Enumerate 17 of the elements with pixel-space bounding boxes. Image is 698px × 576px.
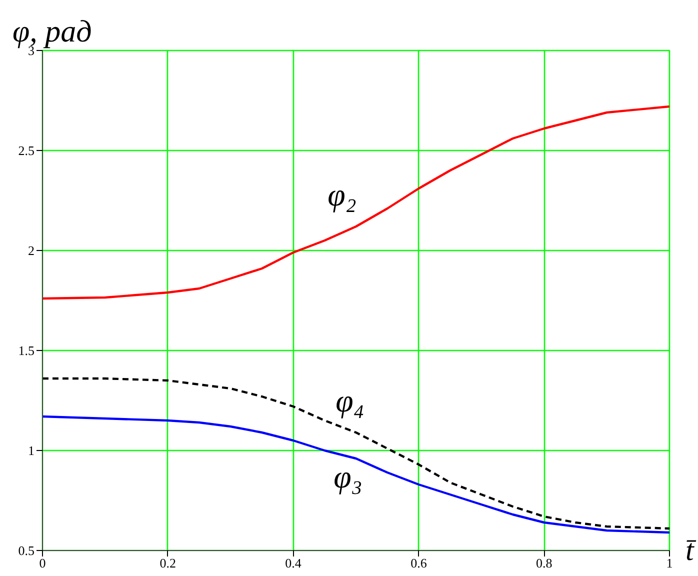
series-label: φ₂: [328, 176, 356, 212]
series-label: φ₃: [334, 458, 362, 494]
x-tick-label: 0.8: [536, 556, 552, 570]
series-label: φ₄: [336, 382, 364, 418]
y-tick-label: 1.5: [18, 343, 34, 358]
x-tick-label: 0.4: [285, 556, 302, 570]
line-series: [42, 105, 670, 300]
x-tick-label: 0.6: [410, 556, 428, 570]
y-tick-label: 2.5: [18, 143, 34, 158]
x-tick-label: 1: [666, 556, 673, 570]
line-series: [42, 377, 670, 530]
y-tick-label: 1: [28, 443, 34, 458]
y-tick-label: 2: [28, 243, 34, 258]
y-tick-label: 0.5: [18, 543, 34, 558]
x-axis-title: t̄: [686, 534, 697, 567]
x-tick-label: 0.2: [160, 556, 176, 570]
x-tick-label: 0: [39, 556, 46, 570]
